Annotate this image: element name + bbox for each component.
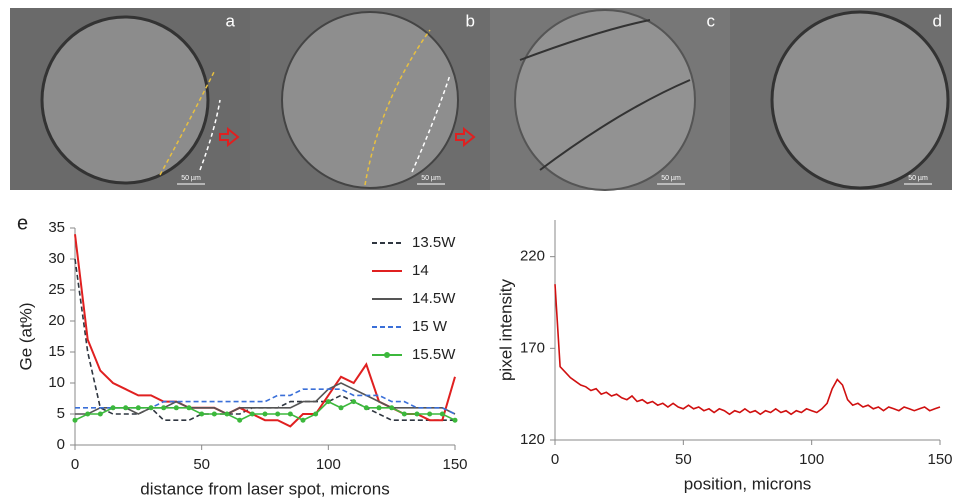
arrow (219, 126, 240, 148)
x-tick-label: 0 (71, 456, 79, 473)
y-tick-label: 220 (520, 248, 545, 265)
sample-disk (40, 15, 210, 185)
y-tick-label: 35 (48, 219, 65, 236)
dashed-guide (159, 69, 216, 176)
x-axis-label: position, microns (684, 474, 812, 493)
x-tick-label: 150 (927, 451, 952, 468)
series-marker (224, 411, 230, 417)
y-tick-label: 15 (48, 343, 65, 360)
x-tick-label: 100 (316, 456, 341, 473)
series-marker (376, 405, 382, 411)
series-line (74, 258, 455, 421)
series-marker (452, 417, 458, 423)
series-marker (199, 411, 205, 417)
dashed-guide (364, 29, 431, 186)
sample-disk (514, 9, 696, 191)
series-marker (325, 399, 331, 405)
y-tick-label: 0 (57, 436, 65, 453)
series-marker (148, 405, 154, 411)
panel-label: d (933, 11, 942, 30)
y-tick-label: 20 (48, 312, 65, 329)
series-marker (389, 405, 395, 411)
x-tick-label: 100 (799, 451, 824, 468)
series-marker (287, 411, 293, 417)
series-marker (186, 405, 192, 411)
series-marker (110, 405, 116, 411)
sample-disk (281, 11, 459, 189)
series-marker (97, 411, 103, 417)
crack (519, 19, 691, 171)
y-axis-label: Ge (at%) (16, 302, 35, 370)
series-line (75, 382, 456, 415)
x-axis-label: distance from laser spot, microns (140, 479, 389, 498)
sample-disk (770, 10, 950, 190)
series-marker (414, 411, 420, 417)
panel-label: b (466, 11, 475, 30)
x-tick-label: 0 (551, 451, 559, 468)
series-marker (401, 411, 407, 417)
legend-label: 15 W (412, 318, 448, 335)
y-tick-label: 10 (48, 374, 65, 391)
scale-bar-label: 50 µm (421, 175, 441, 182)
micrograph-strip (10, 8, 952, 191)
series-marker (427, 411, 433, 417)
series-marker (363, 405, 369, 411)
series-marker (135, 405, 141, 411)
series-marker (249, 411, 255, 417)
series-marker (237, 417, 243, 423)
series-marker (123, 405, 129, 411)
series-line (554, 284, 941, 416)
series-marker (439, 411, 445, 417)
legend-marker (384, 352, 390, 358)
series-marker (211, 411, 217, 417)
series-marker (300, 417, 306, 423)
series-line (74, 234, 456, 428)
series-marker (262, 411, 268, 417)
panel-label: a (226, 11, 236, 30)
series-marker (338, 405, 344, 411)
scale-bar-label: 50 µm (181, 175, 201, 182)
y-tick-label: 120 (520, 431, 545, 448)
series-line (75, 388, 456, 415)
arrow (455, 126, 476, 148)
x-tick-label: 50 (675, 451, 692, 468)
y-tick-label: 30 (48, 250, 65, 267)
y-tick-label: 5 (57, 405, 65, 422)
legend-label: 15.5W (412, 346, 456, 363)
y-tick-label: 25 (48, 281, 65, 298)
dashed-guide (199, 99, 221, 171)
x-tick-label: 50 (193, 456, 210, 473)
panel-label: e (17, 212, 28, 234)
series-marker (173, 405, 179, 411)
scale-bar-label: 50 µm (908, 175, 928, 182)
scale-bar-label: 50 µm (661, 175, 681, 182)
series-marker (351, 399, 357, 405)
y-axis-label: pixel intensity (496, 278, 515, 381)
dashed-guide (411, 74, 451, 173)
series-marker (161, 405, 167, 411)
legend-label: 13.5W (412, 234, 456, 251)
series-marker (313, 411, 319, 417)
y-tick-label: 170 (520, 339, 545, 356)
series-marker (72, 417, 78, 423)
x-tick-label: 150 (442, 456, 467, 473)
series-marker (85, 411, 91, 417)
legend-label: 14 (412, 262, 429, 279)
legend-label: 14.5W (412, 290, 456, 307)
series-marker (275, 411, 281, 417)
panel-label: c (707, 11, 716, 30)
